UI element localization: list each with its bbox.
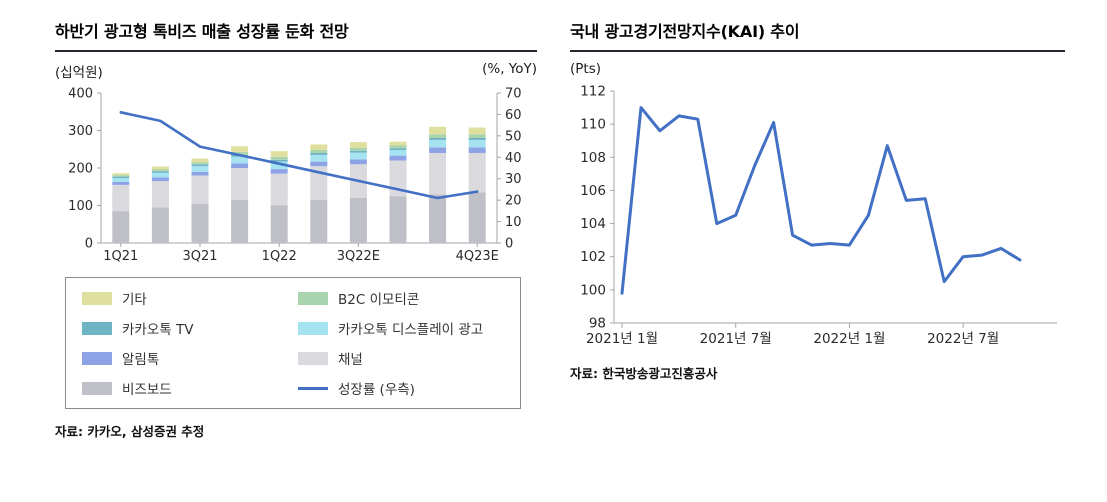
legend-label: B2C 이모티콘	[338, 292, 420, 308]
svg-text:30: 30	[505, 172, 522, 187]
legend-color-swatch	[82, 381, 112, 395]
svg-text:40: 40	[505, 151, 522, 166]
left-chart-title: 하반기 광고형 톡비즈 매출 성장률 둔화 전망	[55, 18, 537, 52]
legend-item: 카카오톡 TV	[82, 318, 288, 338]
legend-item: 성장률 (우측)	[298, 378, 504, 398]
svg-text:0: 0	[85, 237, 93, 252]
legend-label: 성장률 (우측)	[338, 382, 415, 398]
svg-text:300: 300	[68, 124, 93, 139]
legend-item: 카카오톡 디스플레이 광고	[298, 318, 504, 338]
svg-text:2021년 1월: 2021년 1월	[586, 331, 658, 347]
legend-item: 비즈보드	[82, 378, 288, 398]
svg-text:1Q22: 1Q22	[262, 249, 297, 264]
right-axis-unit-label: (%, YoY)	[482, 61, 537, 77]
svg-text:104: 104	[580, 216, 606, 232]
svg-text:20: 20	[505, 194, 522, 209]
kai-index-chart-panel: 국내 광고경기전망지수(KAI) 추이 (Pts) 98 100 102 104 106…	[570, 18, 1065, 382]
left-chart-axis-units: (십억원) (%, YoY)	[55, 61, 537, 81]
svg-text:112: 112	[580, 84, 606, 100]
legend-label: 알림톡	[122, 352, 160, 368]
legend-item: 채널	[298, 348, 504, 368]
legend-label: 기타	[122, 292, 147, 308]
left-axis-unit-label: (십억원)	[55, 65, 103, 81]
right-chart-title: 국내 광고경기전망지수(KAI) 추이	[570, 18, 1065, 52]
svg-text:60: 60	[505, 108, 522, 123]
legend-color-swatch	[298, 351, 328, 365]
svg-text:100: 100	[580, 282, 606, 298]
talkbiz-stacked-bar-line-chart: 0 100 200 300 400 0 10 20 30 40 50 60 70 1Q21 3Q21 1Q22…	[68, 87, 522, 264]
svg-text:4Q23E: 4Q23E	[456, 249, 499, 264]
svg-text:108: 108	[580, 150, 606, 166]
svg-text:2021년 7월: 2021년 7월	[700, 331, 772, 347]
svg-text:98: 98	[589, 316, 606, 332]
svg-text:3Q21: 3Q21	[182, 249, 217, 264]
svg-text:3Q22E: 3Q22E	[337, 249, 380, 264]
svg-text:70: 70	[505, 87, 522, 102]
right-chart-axis-units: (Pts)	[570, 61, 1065, 77]
svg-text:0: 0	[505, 237, 513, 252]
pts-axis-unit-label: (Pts)	[570, 61, 602, 77]
svg-text:110: 110	[580, 117, 606, 133]
legend-label: 채널	[338, 352, 363, 368]
svg-text:400: 400	[68, 87, 93, 102]
legend-item: B2C 이모티콘	[298, 288, 504, 308]
talkbiz-revenue-chart-panel: 하반기 광고형 톡비즈 매출 성장률 둔화 전망 (십억원) (%, YoY) …	[55, 18, 537, 440]
legend-color-swatch	[82, 321, 112, 335]
left-chart-source: 자료: 카카오, 삼성증권 추정	[55, 424, 205, 439]
legend-item: 알림톡	[82, 348, 288, 368]
legend-line-swatch	[298, 386, 328, 390]
legend-label: 비즈보드	[122, 382, 172, 398]
svg-text:106: 106	[580, 183, 606, 199]
svg-text:2022년 1월: 2022년 1월	[813, 331, 885, 347]
legend-color-swatch	[82, 351, 112, 365]
svg-text:200: 200	[68, 162, 93, 177]
legend-label: 카카오톡 TV	[122, 322, 194, 338]
svg-text:1Q21: 1Q21	[103, 249, 138, 264]
svg-text:102: 102	[580, 249, 606, 265]
legend-color-swatch	[298, 291, 328, 305]
right-chart-source: 자료: 한국방송광고진흥공사	[570, 366, 718, 381]
legend-label: 카카오톡 디스플레이 광고	[338, 322, 484, 338]
svg-text:10: 10	[505, 215, 522, 230]
svg-text:100: 100	[68, 199, 93, 214]
kai-line-chart: 98 100 102 104 106 108 110 112 2021년 1월 2021년 7월 2…	[580, 84, 1057, 347]
legend-color-swatch	[298, 321, 328, 335]
svg-text:50: 50	[505, 129, 522, 144]
legend-item: 기타	[82, 288, 288, 308]
legend-color-swatch	[82, 291, 112, 305]
svg-text:2022년 7월: 2022년 7월	[927, 331, 999, 347]
